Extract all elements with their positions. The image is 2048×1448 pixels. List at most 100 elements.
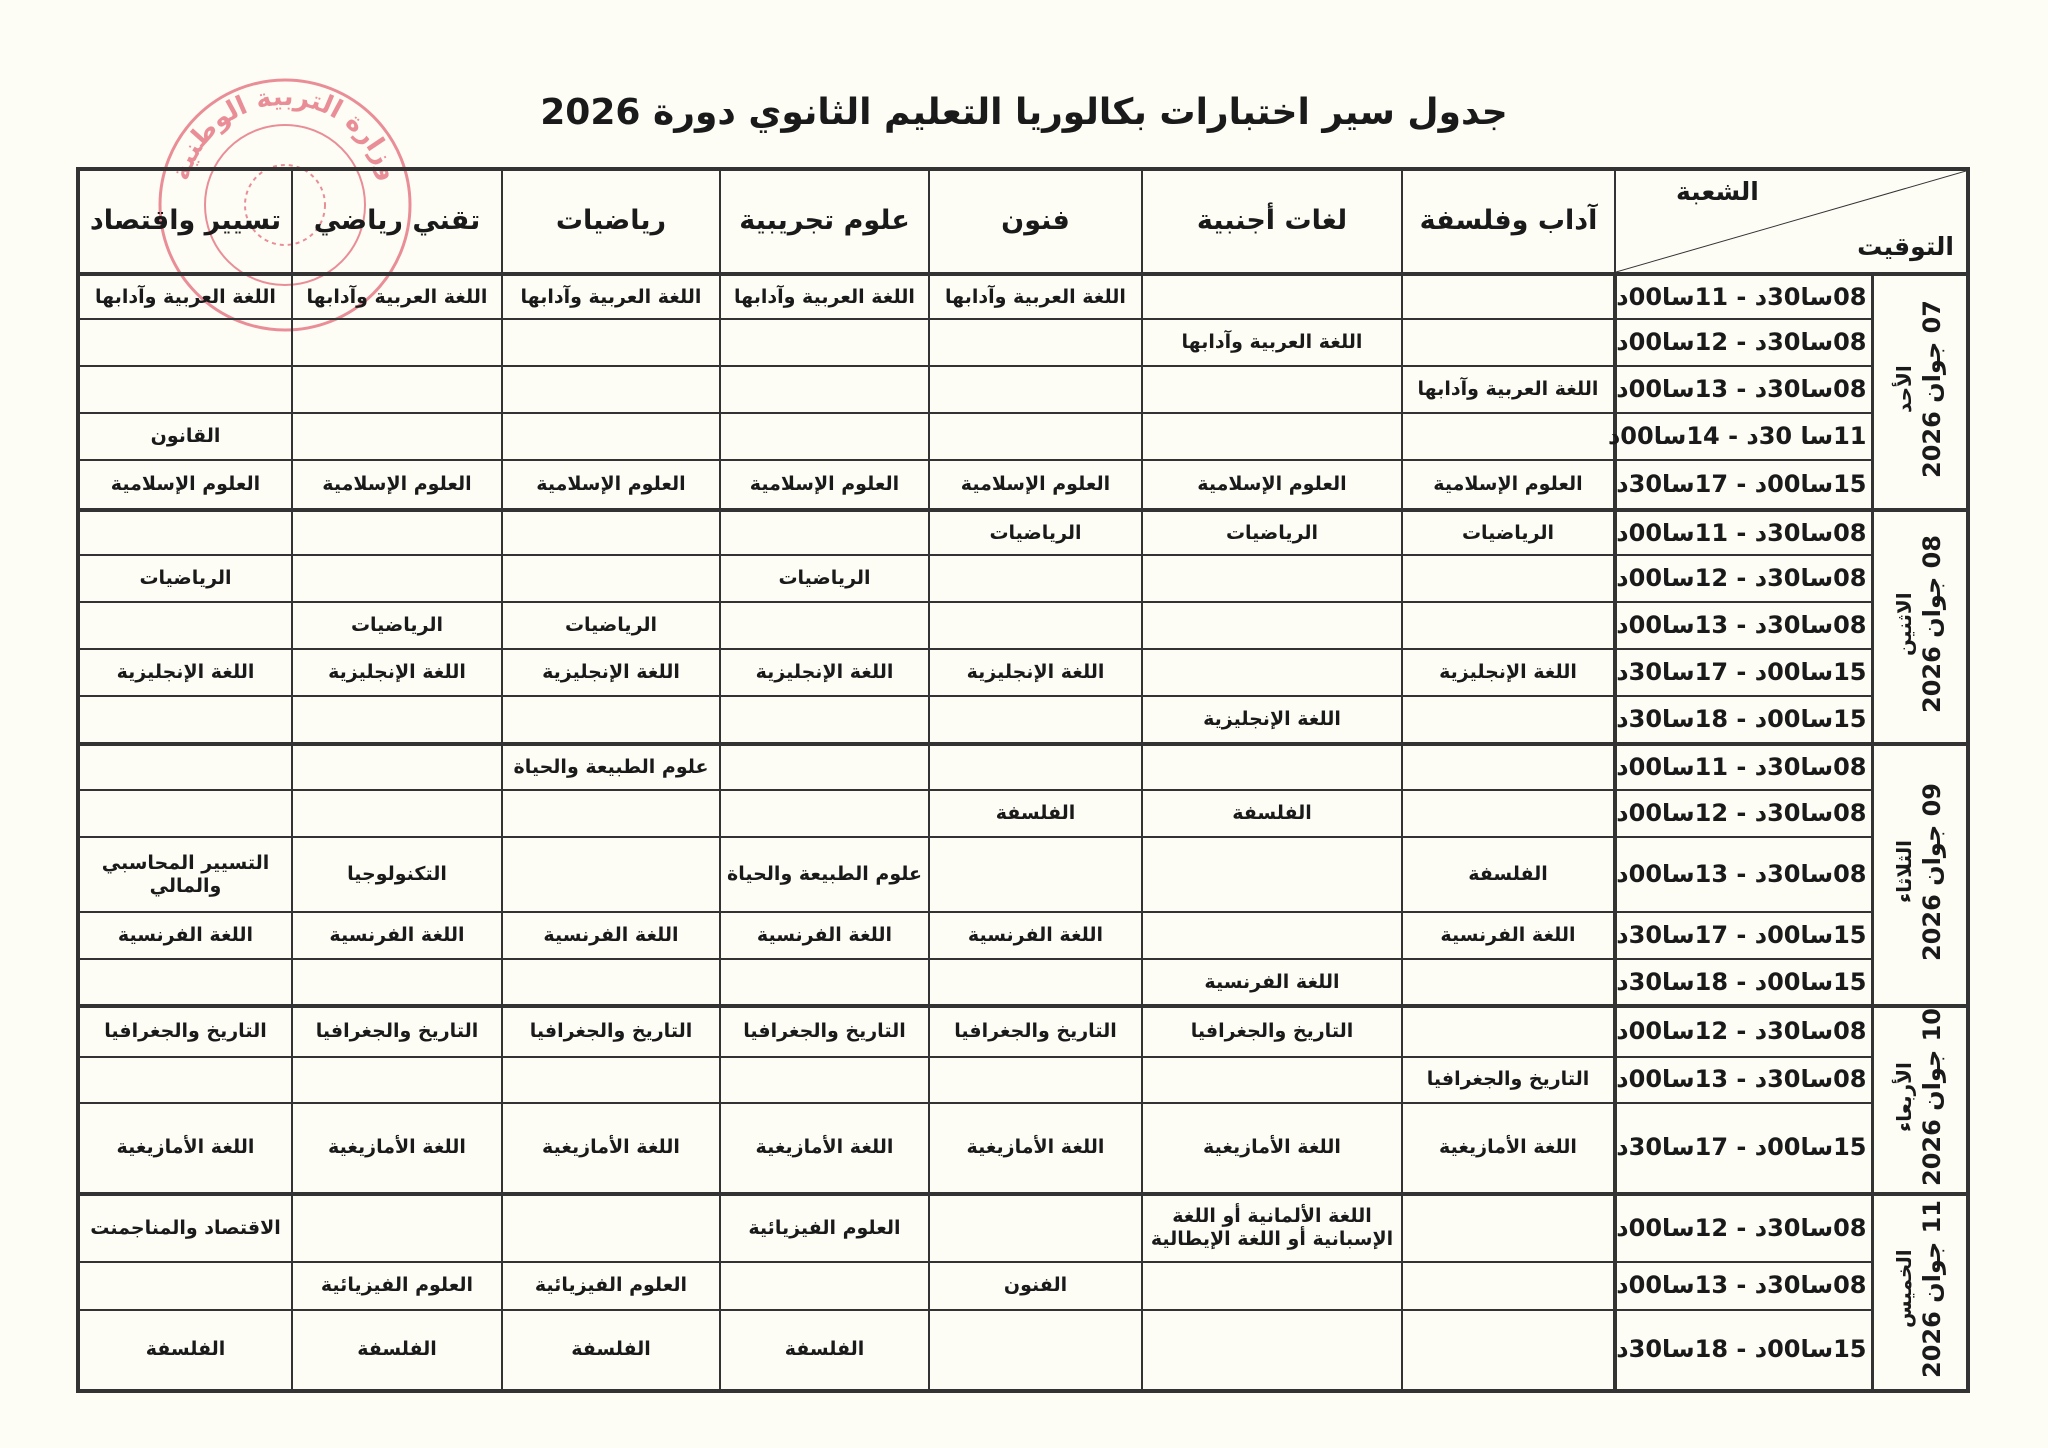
exam-cell: اللغة الإنجليزية <box>719 648 930 697</box>
day-cell: الاثنين 08 جوان 2026 <box>1871 508 1969 745</box>
exam-cell <box>1141 1055 1403 1104</box>
time-slot: 15سا00د - 17سا30د <box>1613 459 1874 511</box>
exam-cell: اللغة الفرنسية <box>719 911 930 960</box>
exam-cell: اللغة الإنجليزية <box>77 648 293 697</box>
exam-cell <box>719 789 930 838</box>
exam-cell <box>719 742 930 791</box>
exam-cell: اللغة الألمانية أو اللغة الإسبانية أو ال… <box>1141 1191 1403 1263</box>
exam-cell <box>1401 958 1616 1007</box>
time-slot: 15سا00د - 18سا30د <box>1613 1308 1874 1392</box>
exam-cell <box>1401 1191 1616 1263</box>
exam-cell <box>719 365 930 414</box>
schedule-row: الأحد 07 جوان 2026 08سا30د - 11سا00د اللغة … <box>77 272 1969 511</box>
exam-cell <box>928 1308 1143 1392</box>
day-name: الأربعاء <box>1892 1062 1917 1132</box>
exam-cell <box>719 1055 930 1104</box>
exam-cell: العلوم الإسلامية <box>1141 459 1403 511</box>
exam-cell <box>1141 836 1403 913</box>
schedule-row: 15سا00د - 18سا30د الفلسفة الفلسفة الفلسفة ال… <box>77 1308 1968 1392</box>
schedule-row: 08سا30د - 13سا00د التاريخ والجغرافيا <box>77 1055 1968 1104</box>
schedule-row: 08سا30د - 13سا00د الرياضيات الرياضيات <box>77 601 1968 650</box>
stream-header: تقني رياضي <box>291 168 503 275</box>
exam-schedule-table: الشعبة التوقيت آداب وفلسفة لغات أجنبية ف… <box>76 167 1970 1393</box>
stream-header: تسيير واقتصاد <box>77 168 293 275</box>
exam-cell <box>719 508 930 556</box>
exam-cell: اللغة الفرنسية <box>77 911 293 960</box>
exam-cell: اللغة الأمازيغية <box>719 1101 930 1195</box>
exam-cell: الرياضيات <box>928 508 1143 556</box>
time-slot: 08سا30د - 12سا00د <box>1613 554 1874 603</box>
exam-cell <box>719 695 930 745</box>
exam-cell: الفلسفة <box>77 1308 293 1392</box>
exam-cell <box>1401 272 1616 320</box>
time-slot: 08سا30د - 13سا00د <box>1613 836 1874 913</box>
exam-cell: القانون <box>77 412 293 461</box>
exam-cell: التاريخ والجغرافيا <box>77 1004 293 1058</box>
exam-cell <box>291 412 503 461</box>
exam-cell <box>928 695 1143 745</box>
exam-cell: العلوم الإسلامية <box>291 459 503 511</box>
exam-cell: اللغة الإنجليزية <box>1141 695 1403 745</box>
exam-cell: الرياضيات <box>77 554 293 603</box>
schedule-row: 15سا00د - 17سا30د اللغة الفرنسية اللغة الف… <box>77 911 1968 960</box>
exam-cell: اللغة الإنجليزية <box>291 648 503 697</box>
exam-cell: العلوم الفيزيائية <box>719 1191 930 1263</box>
header-row: الشعبة التوقيت آداب وفلسفة لغات أجنبية ف… <box>77 168 1969 275</box>
schedule-row: الثلاثاء 09 جوان 2026 08سا30د - 11سا00د علو… <box>77 742 1969 1007</box>
exam-cell <box>1401 789 1616 838</box>
exam-cell <box>928 1191 1143 1263</box>
exam-cell <box>1401 742 1616 791</box>
exam-cell: الفلسفة <box>1401 836 1616 913</box>
exam-cell <box>1401 1004 1616 1058</box>
exam-cell: العلوم الإسلامية <box>719 459 930 511</box>
time-slot: 15سا00د - 17سا30د <box>1613 1101 1874 1195</box>
exam-cell <box>291 554 503 603</box>
exam-cell: اللغة الفرنسية <box>1401 911 1616 960</box>
day-label: الاثنين 08 جوان 2026 <box>1892 535 1947 713</box>
exam-cell: اللغة العربية وآدابها <box>77 272 293 320</box>
day-name: الخميس <box>1892 1250 1917 1329</box>
exam-cell <box>77 365 293 414</box>
time-slot: 15سا00د - 18سا30د <box>1613 958 1874 1007</box>
exam-cell <box>928 365 1143 414</box>
exam-cell: الفلسفة <box>719 1308 930 1392</box>
time-slot: 08سا30د - 12سا00د <box>1613 1004 1874 1058</box>
exam-cell: اللغة الأمازيغية <box>77 1101 293 1195</box>
day-cell: الأربعاء 10 جوان 2026 <box>1871 1004 1969 1195</box>
exam-cell: اللغة الفرنسية <box>1141 958 1403 1007</box>
exam-cell <box>291 1055 503 1104</box>
exam-cell: العلوم الإسلامية <box>77 459 293 511</box>
exam-cell: اللغة الأمازيغية <box>291 1101 503 1195</box>
schedule-row: 11سا 30د - 14سا00د القانون <box>77 412 1968 461</box>
exam-cell <box>291 508 503 556</box>
stream-header: علوم تجريبية <box>719 168 930 275</box>
exam-cell <box>928 836 1143 913</box>
exam-cell <box>928 742 1143 791</box>
exam-cell: اللغة الفرنسية <box>501 911 721 960</box>
exam-cell: اللغة الأمازيغية <box>501 1101 721 1195</box>
exam-cell <box>1141 1260 1403 1311</box>
exam-cell: اللغة العربية وآدابها <box>1401 365 1616 414</box>
exam-cell: الاقتصاد والمناجمنت <box>77 1191 293 1263</box>
day-name: الاثنين <box>1892 592 1917 656</box>
exam-cell: العلوم الإسلامية <box>501 459 721 511</box>
schedule-row: الاثنين 08 جوان 2026 08سا30د - 11سا00د الري… <box>77 508 1969 745</box>
exam-cell <box>1141 601 1403 650</box>
exam-cell: اللغة الإنجليزية <box>928 648 1143 697</box>
exam-cell: الرياضيات <box>291 601 503 650</box>
day-cell: الثلاثاء 09 جوان 2026 <box>1871 742 1969 1007</box>
exam-cell: اللغة الأمازيغية <box>1141 1101 1403 1195</box>
exam-cell: الرياضيات <box>1141 508 1403 556</box>
exam-cell: اللغة الأمازيغية <box>928 1101 1143 1195</box>
day-label: الأربعاء 10 جوان 2026 <box>1892 1008 1947 1186</box>
schedule-row: الأربعاء 10 جوان 2026 08سا30د - 12سا00د الت… <box>77 1004 1969 1195</box>
stream-header: آداب وفلسفة <box>1401 168 1616 275</box>
time-slot: 08سا30د - 13سا00د <box>1613 365 1874 414</box>
time-slot: 08سا30د - 12سا00د <box>1613 318 1874 367</box>
exam-cell: العلوم الإسلامية <box>928 459 1143 511</box>
day-name: الثلاثاء <box>1892 840 1917 904</box>
exam-cell: علوم الطبيعة والحياة <box>719 836 930 913</box>
exam-cell <box>77 318 293 367</box>
exam-cell <box>77 742 293 791</box>
schedule-row: الخميس 11 جوان 2026 08سا30د - 12سا00د اللغة… <box>77 1191 1969 1392</box>
